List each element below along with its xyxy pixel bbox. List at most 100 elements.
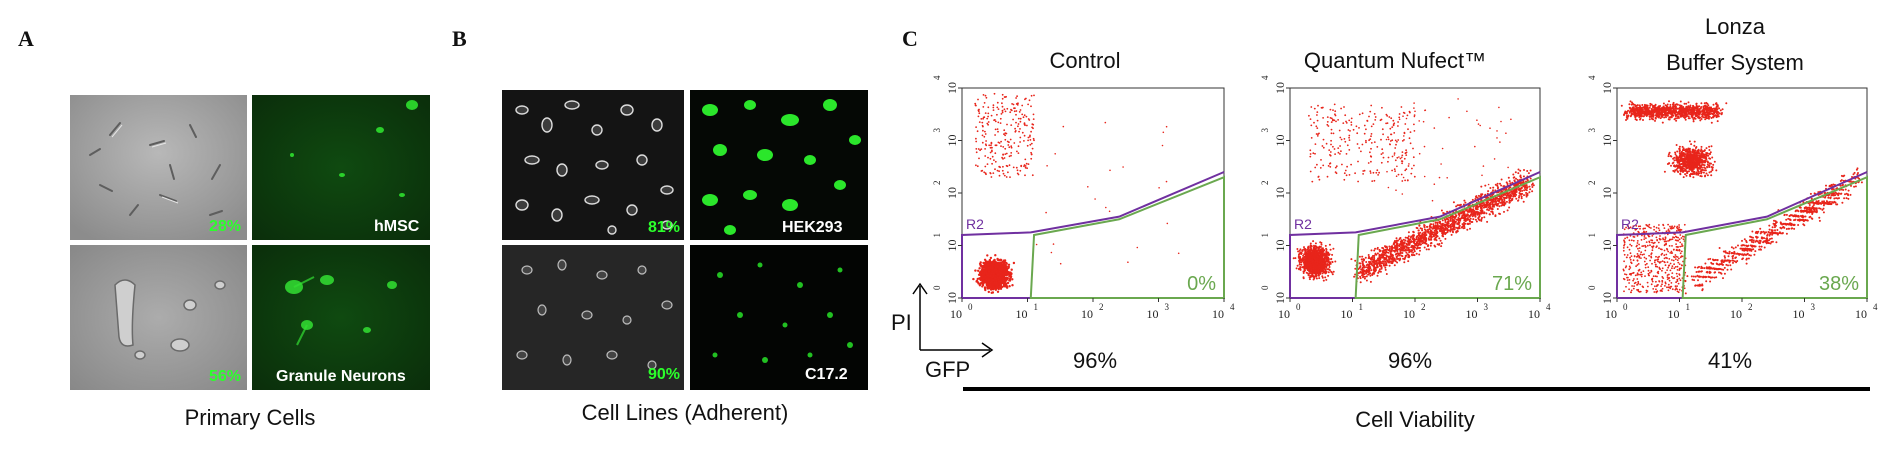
panel-a-letter: A: [18, 26, 34, 51]
hmsc-label: hMSC: [374, 218, 420, 235]
x-tick-label: 10: [1466, 307, 1478, 321]
x-tick-exponent: 3: [1811, 302, 1816, 312]
x-tick-exponent: 0: [1296, 302, 1301, 312]
y-tick-exponent: 0: [1587, 285, 1597, 290]
y-tick-exponent: 1: [1260, 233, 1270, 238]
y-tick-exponent: 3: [932, 128, 942, 133]
y-tick-label: 10: [1600, 240, 1614, 252]
y-tick-exponent: 0: [1260, 285, 1270, 290]
y-tick-exponent: 0: [932, 285, 942, 290]
x-tick-label: 10: [1605, 307, 1617, 321]
x-tick-label: 10: [950, 307, 962, 321]
x-tick-exponent: 2: [1748, 302, 1753, 312]
x-tick-label: 10: [1081, 307, 1093, 321]
x-tick-label: 10: [1528, 307, 1540, 321]
plot3-title-line1: Lonza: [1705, 14, 1765, 39]
y-tick-exponent: 3: [1587, 128, 1597, 133]
plot3-viability: 41%: [1707, 348, 1753, 373]
y-tick-exponent: 1: [932, 233, 942, 238]
viability-caption: Cell Viability: [1355, 407, 1475, 432]
facs-plot-2-dots: [1292, 98, 1535, 284]
panel-a-caption: Primary Cells: [184, 405, 316, 430]
hek293-label: HEK293: [782, 219, 843, 236]
y-tick-label: 10: [1273, 292, 1287, 304]
hek293-percent: 81%: [648, 219, 681, 236]
x-tick-exponent: 2: [1421, 302, 1426, 312]
gfp-percent: 38%: [1819, 273, 1859, 295]
neurons-label: Granule Neurons: [276, 368, 406, 385]
c172-label: C17.2: [805, 366, 848, 383]
panel-c-letter: C: [902, 26, 918, 51]
gfp-percent: 0%: [1187, 273, 1216, 295]
plot2-title: Quantum Nufect™: [1303, 48, 1487, 73]
facs-plot-1-dots: [972, 92, 1180, 294]
x-tick-label: 10: [1016, 307, 1028, 321]
y-tick-label: 10: [945, 187, 959, 199]
y-tick-label: 10: [1273, 82, 1287, 94]
x-tick-exponent: 1: [1359, 302, 1364, 312]
axis-legend-arrows: [912, 282, 994, 358]
x-tick-exponent: 4: [1546, 302, 1551, 312]
y-tick-label: 10: [945, 240, 959, 252]
y-tick-exponent: 2: [1260, 181, 1270, 186]
x-tick-label: 10: [1403, 307, 1415, 321]
y-tick-label: 10: [945, 135, 959, 147]
x-axis-label: GFP: [925, 357, 971, 382]
neurons-fluorescence-image: [252, 245, 430, 390]
x-tick-exponent: 4: [1873, 302, 1878, 312]
y-tick-exponent: 4: [1260, 75, 1270, 80]
viability-bar: [963, 387, 1870, 391]
gate-gfp: [1354, 175, 1541, 299]
x-tick-label: 10: [1212, 307, 1224, 321]
y-tick-exponent: 4: [1587, 75, 1597, 80]
y-tick-label: 10: [1600, 187, 1614, 199]
x-tick-exponent: 1: [1034, 302, 1039, 312]
gate-r2: [1616, 171, 1868, 298]
facs-plot-3-dots: [1620, 100, 1863, 295]
y-tick-label: 10: [1273, 187, 1287, 199]
hmsc-fluorescence-image: [252, 95, 430, 240]
x-tick-label: 10: [1730, 307, 1742, 321]
gfp-percent: 71%: [1492, 273, 1532, 295]
plot3-title-line2: Buffer System: [1666, 50, 1804, 75]
gate-r2-label: R2: [1294, 216, 1312, 232]
hek293-brightfield-image: [502, 90, 684, 240]
y-tick-exponent: 2: [1587, 181, 1597, 186]
x-tick-exponent: 3: [1165, 302, 1170, 312]
x-tick-label: 10: [1668, 307, 1680, 321]
x-tick-label: 10: [1341, 307, 1353, 321]
y-tick-label: 10: [1600, 135, 1614, 147]
x-tick-exponent: 0: [968, 302, 973, 312]
x-tick-exponent: 0: [1623, 302, 1628, 312]
x-tick-exponent: 2: [1099, 302, 1104, 312]
gate-gfp: [1681, 175, 1868, 299]
gate-r2-label: R2: [1621, 216, 1639, 232]
y-tick-label: 10: [1273, 240, 1287, 252]
c172-percent: 90%: [648, 366, 681, 383]
x-tick-label: 10: [1855, 307, 1867, 321]
plot1-viability: 96%: [1072, 348, 1118, 373]
gate-r2: [961, 171, 1225, 298]
y-axis-label: PI: [891, 310, 912, 335]
x-tick-exponent: 4: [1230, 302, 1235, 312]
neurons-brightfield-image: [70, 245, 247, 390]
y-tick-label: 10: [1600, 292, 1614, 304]
neurons-percent: 56%: [209, 368, 242, 385]
plot1-title: Control: [1049, 48, 1121, 73]
panel-b-caption: Cell Lines (Adherent): [581, 400, 789, 425]
x-tick-label: 10: [1278, 307, 1290, 321]
hmsc-percent: 28%: [209, 218, 242, 235]
y-tick-label: 10: [945, 292, 959, 304]
hek293-fluorescence-image: [690, 90, 868, 240]
gate-gfp: [1029, 175, 1225, 299]
y-tick-exponent: 2: [932, 181, 942, 186]
c172-brightfield-image: [502, 245, 684, 390]
x-tick-label: 10: [1793, 307, 1805, 321]
x-tick-exponent: 1: [1686, 302, 1691, 312]
panel-b-letter: B: [452, 26, 467, 51]
gate-r2-label: R2: [966, 216, 984, 232]
